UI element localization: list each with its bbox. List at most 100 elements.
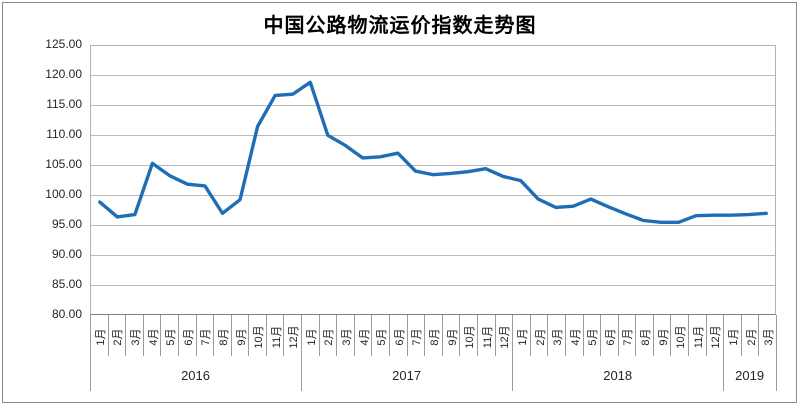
month-separator-tick bbox=[248, 315, 250, 356]
month-separator-tick bbox=[424, 315, 426, 356]
month-separator-tick bbox=[547, 315, 549, 356]
month-separator-tick bbox=[160, 315, 162, 356]
month-tick-label: 1月 bbox=[516, 328, 529, 346]
month-tick-label: 7月 bbox=[411, 328, 424, 346]
month-tick-label: 7月 bbox=[622, 328, 635, 346]
month-separator-tick bbox=[705, 315, 707, 356]
y-tick-label: 85.00 bbox=[51, 277, 82, 291]
year-separator-tick bbox=[723, 315, 725, 391]
month-separator-tick bbox=[125, 315, 127, 356]
month-separator-tick bbox=[371, 315, 373, 356]
month-tick-label: 2月 bbox=[112, 328, 125, 346]
month-tick-label: 10月 bbox=[253, 325, 266, 349]
month-separator-tick bbox=[459, 315, 461, 356]
month-tick-label: 9月 bbox=[657, 328, 670, 346]
gridline bbox=[91, 255, 775, 256]
chart-title: 中国公路物流运价指数走势图 bbox=[263, 15, 537, 37]
gridline bbox=[91, 195, 775, 196]
month-tick-label: 4月 bbox=[358, 328, 371, 346]
y-tick-label: 95.00 bbox=[51, 217, 82, 231]
month-tick-label: 1月 bbox=[94, 328, 107, 346]
month-tick-label: 11月 bbox=[270, 325, 283, 349]
month-separator-tick bbox=[406, 315, 408, 356]
month-tick-label: 9月 bbox=[446, 328, 459, 346]
freight-index-line bbox=[98, 80, 768, 224]
month-separator-tick bbox=[318, 315, 320, 356]
month-separator-tick bbox=[688, 315, 690, 356]
y-tick-label: 90.00 bbox=[51, 247, 82, 261]
month-tick-label: 8月 bbox=[429, 328, 441, 346]
month-separator-tick bbox=[617, 315, 619, 356]
month-separator-tick bbox=[142, 315, 144, 356]
month-tick-label: 8月 bbox=[217, 328, 230, 346]
month-tick-label: 5月 bbox=[165, 328, 178, 346]
gridline bbox=[91, 285, 775, 286]
y-tick-label: 115.00 bbox=[46, 97, 82, 111]
month-separator-tick bbox=[230, 315, 232, 356]
month-separator-tick bbox=[441, 315, 443, 356]
month-separator-tick bbox=[177, 315, 179, 356]
month-separator-tick bbox=[213, 315, 215, 356]
month-separator-tick bbox=[582, 315, 584, 356]
month-separator-tick bbox=[758, 315, 760, 356]
month-tick-label: 3月 bbox=[341, 328, 354, 346]
year-separator-tick bbox=[776, 315, 777, 391]
month-separator-tick bbox=[353, 315, 355, 356]
month-tick-label: 7月 bbox=[200, 328, 213, 346]
y-tick-label: 125.00 bbox=[45, 37, 82, 51]
plot-area bbox=[90, 45, 776, 315]
month-separator-tick bbox=[529, 315, 531, 356]
y-tick-label: 100.00 bbox=[45, 187, 82, 201]
month-tick-label: 6月 bbox=[393, 328, 406, 346]
y-tick-label: 105.00 bbox=[45, 157, 82, 171]
month-separator-tick bbox=[107, 315, 109, 356]
month-tick-label: 10月 bbox=[675, 325, 688, 349]
month-separator-tick bbox=[670, 315, 672, 356]
month-tick-label: 3月 bbox=[763, 328, 776, 346]
month-separator-tick bbox=[476, 315, 478, 356]
month-tick-label: 2月 bbox=[323, 328, 336, 346]
month-tick-label: 10月 bbox=[464, 325, 477, 349]
y-tick-label: 120.00 bbox=[45, 67, 82, 81]
gridline bbox=[91, 225, 775, 226]
month-tick-label: 8月 bbox=[640, 328, 653, 346]
month-tick-label: 11月 bbox=[481, 325, 494, 349]
month-tick-label: 3月 bbox=[129, 328, 142, 346]
month-separator-tick bbox=[336, 315, 338, 356]
month-separator-tick bbox=[389, 315, 391, 356]
month-tick-label: 5月 bbox=[376, 328, 389, 346]
month-tick-label: 9月 bbox=[235, 328, 248, 346]
month-tick-label: 2月 bbox=[534, 328, 547, 346]
month-tick-label: 3月 bbox=[552, 328, 565, 346]
year-label: 2017 bbox=[392, 368, 422, 383]
month-tick-label: 4月 bbox=[569, 328, 582, 346]
year-label: 2019 bbox=[735, 368, 765, 383]
month-tick-label: 1月 bbox=[728, 328, 741, 346]
month-separator-tick bbox=[265, 315, 267, 356]
year-label: 2018 bbox=[603, 368, 633, 383]
month-separator-tick bbox=[494, 315, 496, 356]
month-separator-tick bbox=[635, 315, 637, 356]
gridline bbox=[91, 135, 775, 136]
month-tick-label: 12月 bbox=[499, 325, 512, 349]
y-tick-label: 80.00 bbox=[51, 307, 82, 321]
month-tick-label: 11月 bbox=[692, 325, 705, 349]
y-tick-label: 110.00 bbox=[46, 127, 82, 141]
gridline bbox=[91, 75, 775, 76]
freight-index-line-chart bbox=[98, 80, 768, 224]
month-tick-label: 6月 bbox=[604, 328, 617, 346]
year-separator-tick bbox=[512, 315, 514, 391]
gridline bbox=[91, 165, 775, 166]
month-separator-tick bbox=[283, 315, 285, 356]
month-separator-tick bbox=[740, 315, 742, 356]
gridline bbox=[91, 105, 775, 106]
month-separator-tick bbox=[195, 315, 197, 356]
month-tick-label: 12月 bbox=[288, 325, 301, 349]
month-tick-label: 6月 bbox=[182, 328, 195, 346]
month-tick-label: 1月 bbox=[305, 328, 318, 346]
year-separator-tick bbox=[301, 315, 303, 391]
month-tick-label: 2月 bbox=[745, 328, 758, 346]
month-separator-tick bbox=[600, 315, 602, 356]
month-tick-label: 4月 bbox=[147, 328, 160, 346]
month-separator-tick bbox=[652, 315, 654, 356]
